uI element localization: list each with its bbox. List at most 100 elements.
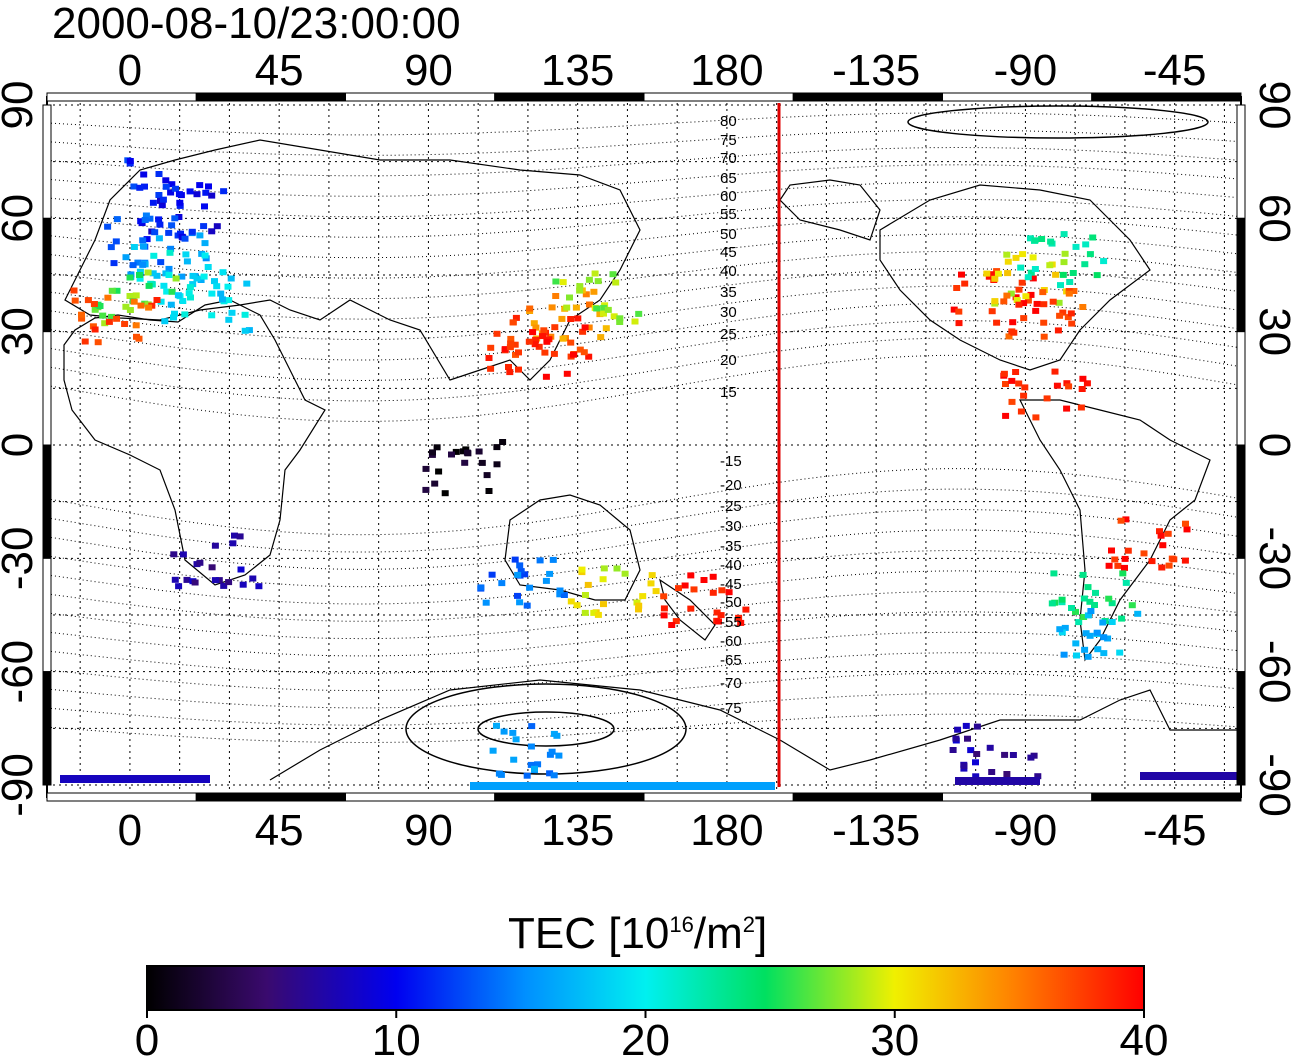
tec-cell — [1094, 646, 1102, 653]
tec-cell — [1079, 375, 1087, 382]
tec-cell — [155, 216, 163, 223]
contour-label: 65 — [720, 170, 737, 187]
tec-cell — [509, 729, 517, 736]
tec-cell — [576, 346, 584, 353]
tec-cell — [550, 772, 558, 779]
y-tick-label: 30 — [0, 307, 42, 356]
tec-cell — [1148, 558, 1156, 565]
axis-bar-segment — [195, 792, 346, 802]
tec-cell — [958, 271, 965, 278]
y-tick-label: -60 — [0, 640, 42, 704]
tec-cell — [183, 258, 191, 265]
tec-cell — [542, 373, 550, 380]
tec-cell — [1020, 315, 1028, 322]
tec-cell — [1119, 570, 1127, 577]
tec-cell — [196, 182, 204, 189]
axis-bar-segment — [42, 557, 52, 673]
tec-cell — [1047, 238, 1055, 245]
tec-cell — [501, 346, 509, 353]
tec-cell — [136, 275, 144, 282]
tec-cell — [91, 306, 99, 313]
tec-cell — [146, 215, 154, 222]
tec-cell — [609, 271, 617, 278]
tec-cell — [1083, 380, 1091, 387]
tec-cell — [78, 315, 86, 322]
tec-cell — [134, 259, 142, 266]
tec-cell — [635, 310, 643, 317]
tec-cell — [585, 324, 593, 331]
tec-cell — [604, 306, 612, 313]
tec-cell — [1078, 386, 1086, 392]
tec-cell — [90, 301, 98, 307]
y-tick-label: 30 — [1250, 307, 1292, 356]
tec-cell — [1022, 293, 1030, 300]
axis-bar-segment — [1236, 217, 1246, 333]
tec-cell — [204, 264, 212, 270]
tec-cell — [570, 351, 577, 358]
tec-cell — [552, 278, 560, 285]
tec-cell — [182, 251, 190, 258]
y-tick-label: -90 — [1250, 753, 1292, 817]
tec-cell — [201, 240, 209, 247]
tec-cell — [113, 216, 121, 223]
tec-cell — [635, 602, 643, 609]
tec-cell — [422, 465, 430, 472]
tec-cell — [136, 272, 143, 278]
tec-cell — [165, 265, 173, 272]
tec-cell — [157, 259, 165, 266]
tec-cell — [1181, 557, 1189, 564]
tec-cell — [1108, 619, 1116, 625]
tec-cell — [110, 260, 118, 267]
tec-cell — [1164, 530, 1172, 537]
tec-cell — [512, 736, 520, 743]
tec-cell — [126, 158, 134, 164]
tec-cell — [141, 183, 148, 190]
tec-cell — [113, 287, 121, 294]
colorbar-tick-label: 30 — [870, 1016, 919, 1057]
tec-cell — [94, 339, 102, 346]
tec-cell — [1081, 261, 1089, 268]
contour-label: -30 — [720, 518, 742, 535]
x-tick-label: -45 — [1143, 46, 1207, 95]
tec-cell — [452, 448, 460, 455]
tec-cell — [181, 235, 189, 242]
tec-cell — [475, 448, 483, 455]
tec-cell — [991, 298, 999, 305]
tec-cell — [188, 228, 196, 235]
tec-cell — [245, 327, 253, 334]
tec-cell — [171, 310, 178, 317]
tec-cell — [635, 606, 642, 613]
y-tick-label: 90 — [0, 81, 42, 130]
tec-cell — [1183, 526, 1191, 533]
coastline — [504, 494, 641, 601]
x-tick-label: 0 — [118, 46, 142, 95]
tec-cell — [1015, 380, 1023, 387]
tec-cell — [1007, 290, 1015, 297]
tec-cell — [507, 340, 515, 347]
tec-cell — [225, 297, 233, 304]
tec-cell — [172, 185, 179, 192]
tec-cell — [158, 202, 166, 209]
tec-cell — [217, 290, 225, 297]
contour-label: 25 — [720, 326, 737, 343]
tec-cell — [1068, 320, 1076, 327]
tec-cell — [955, 308, 963, 315]
tec-cell — [498, 580, 506, 587]
tec-cell — [1128, 602, 1136, 609]
axis-bar-segment — [1236, 331, 1246, 446]
tec-cell — [1122, 579, 1130, 586]
tec-cell — [1002, 381, 1009, 387]
tec-cell — [591, 270, 599, 277]
contour-label: 20 — [720, 352, 737, 369]
tec-cell — [530, 320, 538, 327]
tec-cell — [515, 366, 522, 373]
tec-cell — [101, 320, 109, 327]
tec-cell — [594, 278, 602, 285]
tec-cell — [574, 315, 582, 322]
tec-cell — [535, 343, 543, 350]
tec-cell — [1032, 307, 1040, 314]
tec-cell — [597, 334, 605, 341]
tec-cell — [709, 589, 717, 596]
tec-cell — [1015, 286, 1023, 293]
tec-cell — [145, 282, 153, 289]
